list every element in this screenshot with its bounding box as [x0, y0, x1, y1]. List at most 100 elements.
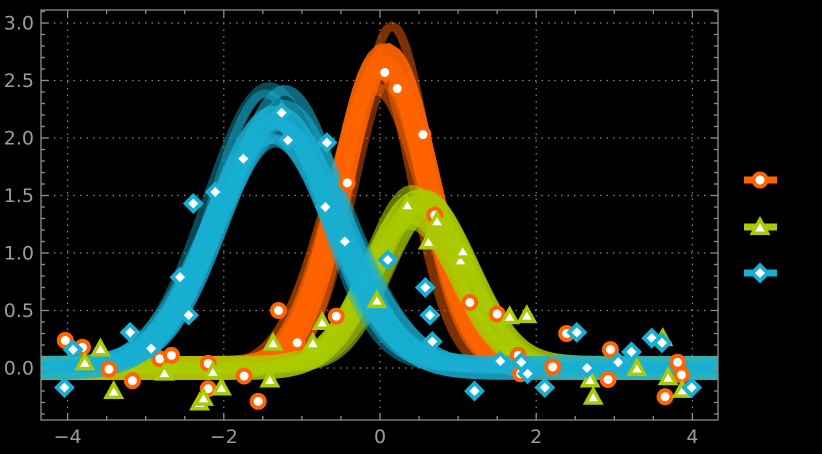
- cyan-gaussian-diamonds-pt26-core: [626, 346, 637, 357]
- cyan-gaussian-diamonds-pt21-core: [522, 368, 533, 379]
- y-tick-label-0: 3.0: [4, 13, 34, 35]
- cyan-gaussian-diamonds-pt24-core: [581, 363, 592, 373]
- y-tick-label-4: 1.0: [4, 243, 34, 265]
- orange-gaussian-circles-pt10-core: [273, 306, 283, 315]
- x-tick-label-0: −4: [54, 426, 82, 448]
- cyan-gaussian-diamonds-pt28-core: [656, 337, 667, 348]
- cyan-gaussian-diamonds-pt23-core: [571, 327, 582, 338]
- y-tick-label-5: 0.5: [4, 300, 34, 322]
- cyan-gaussian-diamonds-pt3-core: [146, 343, 157, 354]
- cyan-gaussian-diamonds-pt2-core: [125, 327, 136, 338]
- tick-labels: −4 −2 0 2 4 3.0 2.5 2.0 1.5 1.0 0.5 0.0: [4, 13, 699, 449]
- cyan-gaussian-diamonds-pt29-core: [686, 382, 697, 393]
- orange-gaussian-circles-pt11-core: [292, 338, 302, 348]
- cyan-gaussian-diamonds-pt11-core: [320, 202, 331, 212]
- orange-gaussian-circles-pt28-core: [676, 370, 686, 380]
- green-gaussian-triangles-pt25-core: [677, 386, 688, 395]
- green-gaussian-triangles-pt5-core: [198, 394, 209, 403]
- cyan-gaussian-diamonds-pt12-core: [321, 137, 332, 148]
- axes-frame: [40, 9, 719, 421]
- cyan-gaussian-diamonds-pt14-core: [382, 254, 393, 265]
- cyan-gaussian-diamonds-pt1-core: [68, 344, 79, 355]
- legend-marker-2-core: [755, 268, 765, 278]
- cyan-gaussian-diamonds-pt22-core: [539, 382, 550, 393]
- green-gaussian-triangles-pt21-core: [588, 393, 599, 402]
- orange-gaussian-circles-pt14-core: [380, 67, 390, 77]
- y-tick-label-1: 2.5: [4, 70, 34, 92]
- legend-entry-triangle: [744, 216, 777, 235]
- green-gaussian-triangles-pt3-core: [159, 369, 170, 378]
- green-gaussian-triangles-pt0-core: [79, 358, 90, 367]
- green-gaussian-triangles-pt8-core: [265, 376, 275, 384]
- cyan-gaussian-diamonds-pt18-core: [469, 386, 480, 396]
- green-gaussian-triangles-pt15-core: [432, 217, 442, 226]
- orange-gaussian-circles-pt7-core: [203, 384, 213, 394]
- orange-gaussian-circles-pt8-core: [239, 371, 249, 381]
- orange-gaussian-circles-pt18-core: [465, 297, 475, 307]
- green-gaussian-triangles-pt22-core: [632, 364, 642, 373]
- cyan-gaussian-diamonds-pt15-core: [420, 282, 431, 293]
- green-gaussian-triangles-pt12-core: [372, 296, 382, 305]
- y-tick-label-6: 0.0: [4, 358, 34, 380]
- orange-gaussian-circles-pt27-core: [673, 357, 683, 367]
- green-gaussian-triangles-pt1-core: [95, 344, 106, 353]
- x-tick-label-1: −2: [210, 426, 238, 448]
- legend-entry-circle: [744, 171, 777, 189]
- y-tick-label-2: 2.0: [4, 128, 34, 150]
- green-gaussian-triangles-pt13-core: [402, 201, 413, 210]
- green-gaussian-triangles-pt7-core: [216, 384, 227, 393]
- cyan-gaussian-diamonds-pt25-core: [613, 357, 624, 368]
- cyan-gaussian-diamonds-pt4-core: [175, 272, 186, 283]
- x-tick-label-3: 2: [530, 426, 542, 448]
- legend-marker-1-core: [755, 223, 765, 232]
- cyan-gaussian-diamonds-pt19-core: [495, 356, 506, 367]
- green-gaussian-triangles-pt16-core: [455, 256, 466, 265]
- cyan-gaussian-diamonds-pt8-core: [238, 153, 249, 164]
- green-gaussian-triangles-pt2-core: [108, 387, 119, 396]
- orange-gaussian-circles-pt2-core: [104, 364, 114, 374]
- orange-gaussian-circles-pt24-core: [603, 375, 613, 384]
- green-gaussian-triangles-pt11-core: [317, 318, 328, 327]
- cyan-gaussian-diamonds-pt16-core: [424, 310, 435, 321]
- cyan-gaussian-diamonds-pt17-core: [427, 336, 438, 347]
- orange-gaussian-circles-pt9-core: [253, 396, 263, 406]
- orange-gaussian-circles-points: [56, 63, 690, 410]
- x-tick-label-4: 4: [686, 426, 698, 448]
- orange-gaussian-circles-pt22-core: [548, 362, 558, 372]
- cyan-gaussian-diamonds-curve: [41, 89, 718, 373]
- legend-entry-diamond: [744, 262, 777, 284]
- green-gaussian-triangles-pt6-core: [208, 367, 218, 376]
- cyan-gaussian-diamonds-pt6-core: [188, 198, 199, 209]
- orange-gaussian-circles-pt4-core: [155, 354, 165, 364]
- cyan-gaussian-diamonds-pt13-core: [339, 236, 350, 247]
- scatter-markers: [53, 63, 703, 411]
- cyan-gaussian-diamonds-pt10-core: [282, 135, 293, 146]
- cyan-gaussian-diamonds-pt5-core: [183, 310, 194, 321]
- x-tick-label-2: 0: [374, 426, 386, 448]
- orange-gaussian-circles-pt19-core: [492, 309, 502, 319]
- cyan-gaussian-diamonds-pt9-core: [276, 107, 287, 118]
- legend: [744, 171, 777, 284]
- orange-gaussian-circles-pt12-core: [331, 311, 341, 321]
- green-gaussian-triangles-pt20-core: [585, 376, 595, 384]
- legend-marker-0-core: [755, 175, 765, 185]
- green-gaussian-triangles-pt9-core: [268, 339, 278, 348]
- cyan-gaussian-diamonds-pt0-core: [59, 382, 70, 393]
- cyan-gaussian-diamonds-pt7-core: [210, 187, 221, 198]
- green-gaussian-triangles-pt24-core: [663, 373, 673, 382]
- green-gaussian-triangles-pt14-core: [423, 238, 434, 246]
- y-tick-label-3: 1.5: [4, 185, 34, 207]
- orange-gaussian-circles-pt16-core: [418, 130, 428, 140]
- orange-gaussian-circles-pt0-core: [60, 335, 70, 345]
- green-gaussian-triangles-pt10-core: [308, 339, 318, 348]
- cyan-gaussian-diamonds-points: [53, 102, 703, 402]
- orange-gaussian-circles-pt13-core: [342, 178, 352, 188]
- cyan-gaussian-diamonds-pt20-core: [516, 357, 527, 368]
- orange-gaussian-circles-pt15-core: [392, 84, 402, 94]
- orange-gaussian-circles-pt26-core: [660, 392, 670, 402]
- orange-gaussian-circles-pt25-core: [605, 345, 615, 355]
- green-gaussian-triangles-pt18-core: [504, 312, 515, 321]
- orange-gaussian-circles-pt5-core: [166, 350, 176, 360]
